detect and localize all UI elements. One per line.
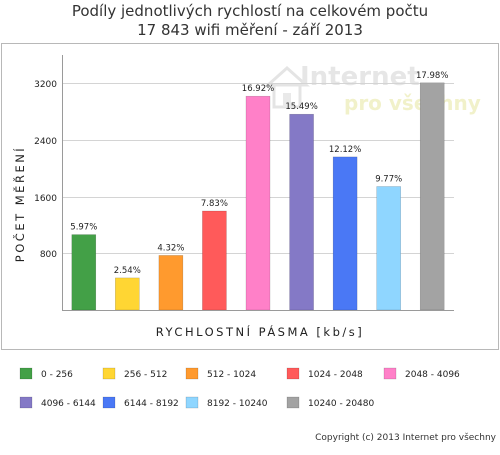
bar [115, 277, 140, 311]
watermark-line2: pro všechny [344, 91, 481, 115]
data-label: 12.12% [329, 145, 361, 155]
legend-label: 512 - 1024 [207, 370, 256, 380]
bar [245, 95, 271, 311]
data-label: 15.49% [285, 102, 317, 112]
data-label: 5.97% [70, 223, 97, 233]
legend-label: 4096 - 6144 [41, 399, 96, 409]
x-axis-label: RYCHLOSTNÍ PÁSMA [kb/s] [156, 324, 364, 339]
bar [71, 234, 97, 311]
legend: 0 - 256 256 - 512 512 - 1024 1024 - 2048 204… [19, 367, 460, 409]
bar [202, 210, 227, 311]
legend-swatch [19, 367, 33, 380]
data-labels-group: 5.97% 2.54% 4.32% 7.83% 16.92% 15.49% 12.12% 9.… [70, 71, 448, 276]
y-tick-label: 3200 [34, 80, 57, 90]
data-label: 17.98% [416, 71, 448, 81]
data-label: 16.92% [242, 84, 274, 94]
legend-label: 256 - 512 [124, 370, 167, 380]
bar [332, 156, 358, 311]
legend-label: 8192 - 10240 [207, 399, 268, 409]
watermark-logo: Internet pro všechny [264, 62, 481, 115]
legend-label: 6144 - 8192 [124, 399, 179, 409]
legend-swatch [102, 367, 116, 380]
data-label: 7.83% [201, 199, 228, 209]
data-label: 9.77% [375, 175, 402, 185]
legend-swatch [286, 396, 300, 409]
legend-label: 0 - 256 [41, 370, 73, 380]
y-axis-label: POČET MĚŘENÍ [12, 146, 27, 262]
legend-swatch [383, 367, 397, 380]
bar [419, 82, 445, 311]
y-tick-label: 800 [40, 250, 57, 260]
bar [158, 255, 184, 311]
data-label: 2.54% [114, 266, 141, 276]
chart-subtitle: 17 843 wifi měření - září 2013 [137, 21, 363, 39]
legend-swatch [185, 367, 199, 380]
y-tick-label: 2400 [34, 137, 57, 147]
legend-swatch [102, 396, 116, 409]
axes-group: 800 1600 2400 3200 [34, 55, 454, 311]
legend-swatch [19, 396, 33, 409]
legend-label: 2048 - 4096 [405, 370, 460, 380]
y-tick-label: 1600 [34, 194, 57, 204]
legend-swatch [286, 367, 300, 380]
chart-title: Podíly jednotlivých rychlostí na celkové… [72, 2, 428, 20]
house-icon [264, 65, 310, 109]
bar [289, 113, 314, 311]
bar [376, 186, 401, 311]
data-label: 4.32% [157, 243, 184, 253]
legend-label: 1024 - 2048 [308, 370, 363, 380]
legend-label: 10240 - 20480 [308, 399, 375, 409]
bars-group [71, 82, 445, 311]
watermark-line1: Internet [300, 62, 420, 92]
copyright-text: Copyright (c) 2013 Internet pro všechny [315, 432, 497, 443]
legend-swatch [185, 396, 199, 409]
